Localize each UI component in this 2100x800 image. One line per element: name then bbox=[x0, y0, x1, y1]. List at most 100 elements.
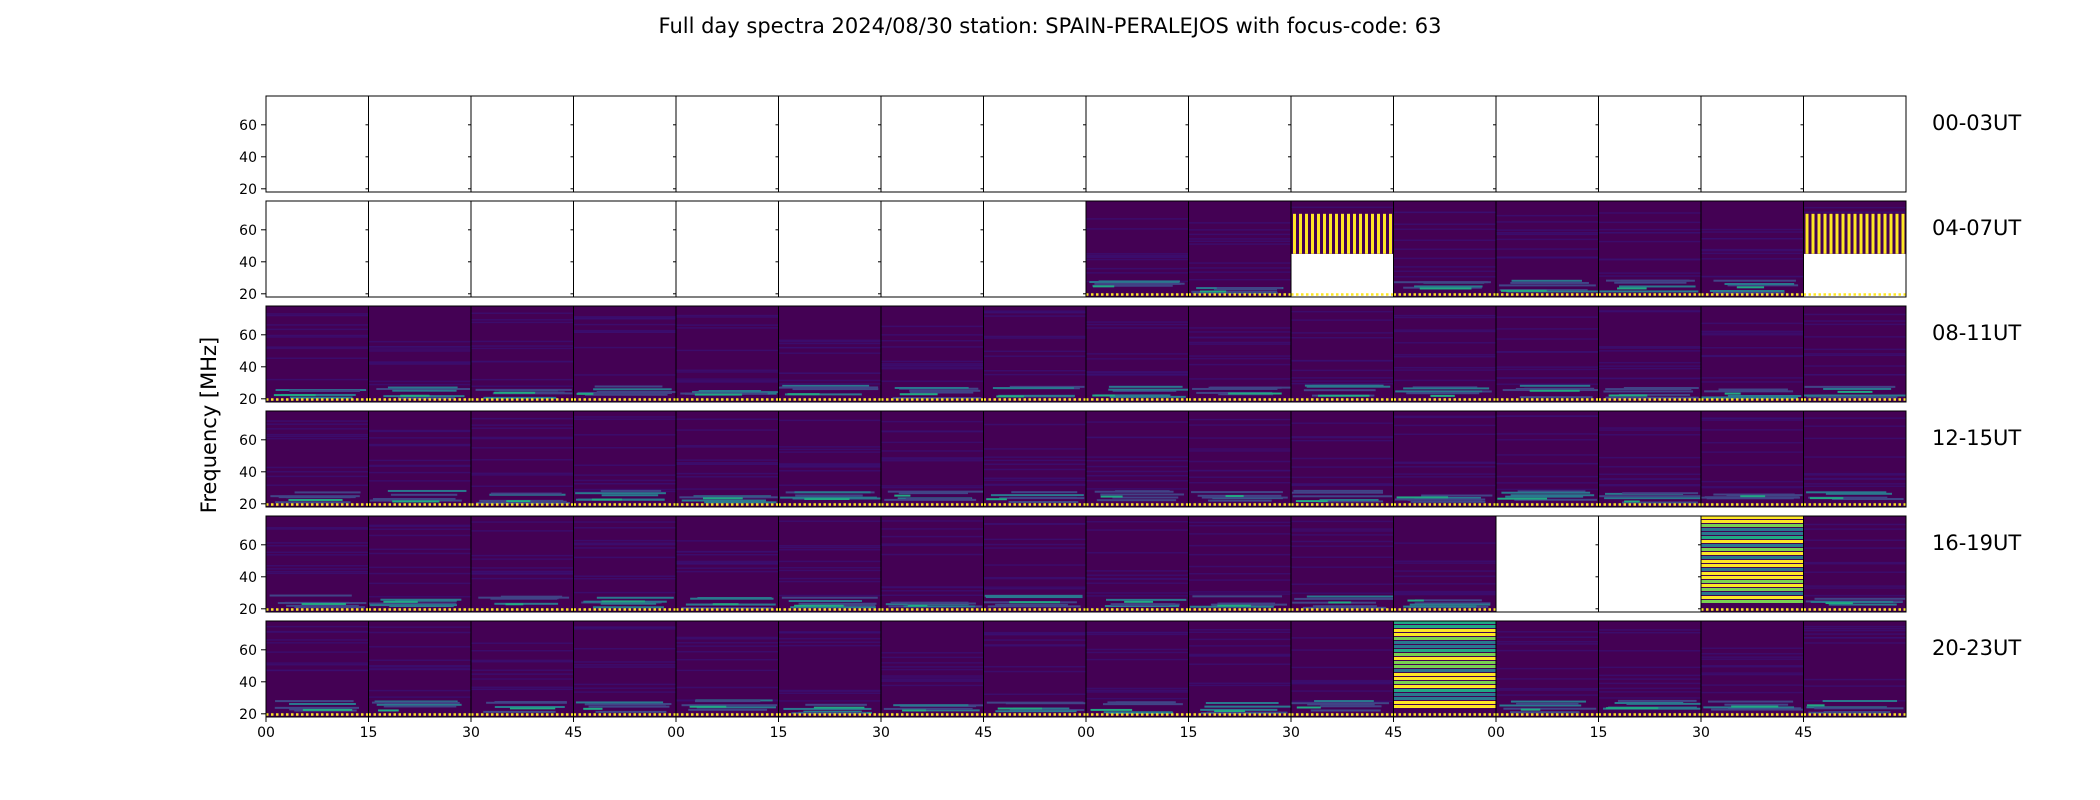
spectrum-band bbox=[1188, 331, 1291, 333]
spectrum-band bbox=[1086, 459, 1189, 462]
spectrum-band bbox=[372, 498, 456, 501]
spectrum-band bbox=[1496, 649, 1599, 652]
spectrum-band bbox=[1295, 500, 1328, 503]
spectrum-band bbox=[676, 429, 779, 431]
spectrum-band bbox=[1188, 343, 1291, 345]
spectrum-band bbox=[1496, 238, 1599, 241]
spectrum-band bbox=[392, 389, 457, 392]
x-tick-label: 45 bbox=[975, 725, 993, 741]
spectrum-band bbox=[1291, 666, 1394, 669]
panel-background bbox=[368, 96, 471, 192]
burst-stripe bbox=[1377, 213, 1380, 254]
spectrum-panel bbox=[983, 200, 1087, 298]
panel-background bbox=[1393, 306, 1496, 402]
spectrum-band bbox=[1112, 496, 1179, 499]
spectrum-band bbox=[1598, 650, 1701, 652]
spectrum-band bbox=[1291, 206, 1394, 209]
spectrum-band bbox=[1291, 545, 1394, 547]
spectrum-band bbox=[1214, 710, 1246, 713]
spectrum-band bbox=[1393, 593, 1496, 595]
spectrum-band bbox=[573, 664, 676, 666]
spectrum-band bbox=[1086, 651, 1189, 654]
spectrum-band bbox=[676, 444, 779, 447]
panel-background bbox=[1496, 96, 1599, 192]
spectrum-band bbox=[790, 606, 876, 609]
spectrum-band bbox=[983, 483, 1086, 486]
spectrum-band bbox=[681, 704, 778, 707]
spectrum-band bbox=[471, 417, 574, 420]
spectrum-band bbox=[1509, 711, 1580, 714]
spectrum-band bbox=[1086, 470, 1189, 473]
spectrum-band bbox=[1188, 262, 1291, 264]
spectrum-band bbox=[1393, 266, 1496, 268]
spectrum-band bbox=[573, 329, 676, 332]
spectrum-panel bbox=[1495, 200, 1599, 298]
spectrum-panel bbox=[368, 95, 472, 193]
spectrum-panel bbox=[1290, 515, 1394, 613]
spectrum-band bbox=[1701, 556, 1804, 559]
spectrum-band bbox=[583, 707, 603, 710]
spectrum-panel bbox=[1188, 95, 1292, 193]
spectrum-band bbox=[778, 484, 881, 486]
panel-background bbox=[676, 96, 779, 192]
spectrum-band bbox=[881, 652, 984, 654]
panel-background bbox=[1598, 306, 1701, 402]
spectrum-band bbox=[778, 465, 881, 467]
spectrum-band bbox=[881, 430, 984, 432]
spectrum-band bbox=[494, 701, 567, 704]
spectrum-band bbox=[893, 704, 969, 707]
spectrum-band bbox=[368, 465, 471, 467]
spectrum-band bbox=[1291, 310, 1394, 313]
spectrum-band bbox=[1293, 489, 1383, 492]
spectrum-band bbox=[1510, 700, 1587, 703]
burst-stripe bbox=[1359, 213, 1362, 254]
spectrum-band bbox=[1803, 473, 1906, 475]
spectrum-band bbox=[778, 692, 881, 695]
spectrum-band bbox=[1393, 275, 1496, 278]
y-tick-label: 20 bbox=[239, 497, 257, 513]
x-tick-label: 15 bbox=[1180, 725, 1198, 741]
spectrum-band bbox=[1598, 240, 1701, 243]
spectrum-band bbox=[368, 668, 471, 670]
spectrum-band bbox=[286, 604, 359, 607]
spectrum-band bbox=[573, 316, 676, 318]
spectrum-band bbox=[983, 468, 1086, 471]
spectrum-panel bbox=[880, 410, 984, 508]
spectrum-band bbox=[1291, 649, 1394, 651]
spectrum-band bbox=[471, 447, 574, 449]
spectrum-band bbox=[471, 530, 574, 532]
spectrum-band bbox=[881, 364, 984, 367]
spectrum-band bbox=[266, 484, 369, 486]
spectrum-band bbox=[676, 563, 779, 565]
spectrum-band bbox=[1415, 599, 1482, 602]
spectrum-panel bbox=[1290, 410, 1394, 508]
spectrum-band bbox=[985, 596, 1083, 599]
spectrum-band bbox=[1701, 228, 1804, 231]
spectrum-band bbox=[1701, 665, 1804, 668]
spectrum-band bbox=[1090, 708, 1133, 711]
spectrum-band bbox=[280, 393, 356, 396]
spectrum-band bbox=[1319, 498, 1379, 501]
burst-stripe bbox=[1299, 213, 1302, 254]
spectrum-band bbox=[1726, 494, 1803, 497]
spectrum-band bbox=[983, 564, 1086, 566]
spectrum-band bbox=[1701, 656, 1804, 658]
spectrum-band bbox=[1414, 602, 1491, 605]
spectrum-band bbox=[1086, 574, 1189, 576]
spectrum-band bbox=[1724, 703, 1789, 706]
panel-background bbox=[778, 621, 881, 717]
spectrum-band bbox=[1701, 684, 1804, 686]
spectrum-band bbox=[1086, 578, 1189, 580]
spectrum-band bbox=[500, 595, 563, 598]
spectrum-band bbox=[778, 637, 881, 640]
spectrum-band bbox=[1803, 206, 1906, 209]
spectrum-band bbox=[600, 489, 662, 492]
y-tick-label: 20 bbox=[239, 392, 257, 408]
spectrum-band bbox=[676, 380, 779, 382]
spectrum-band bbox=[1701, 672, 1804, 674]
spectrum-band bbox=[294, 606, 365, 609]
spectrum-band bbox=[1496, 328, 1599, 330]
y-tick-label: 60 bbox=[239, 328, 257, 344]
spectrum-band bbox=[1086, 373, 1189, 376]
spectrum-band bbox=[1701, 346, 1804, 349]
